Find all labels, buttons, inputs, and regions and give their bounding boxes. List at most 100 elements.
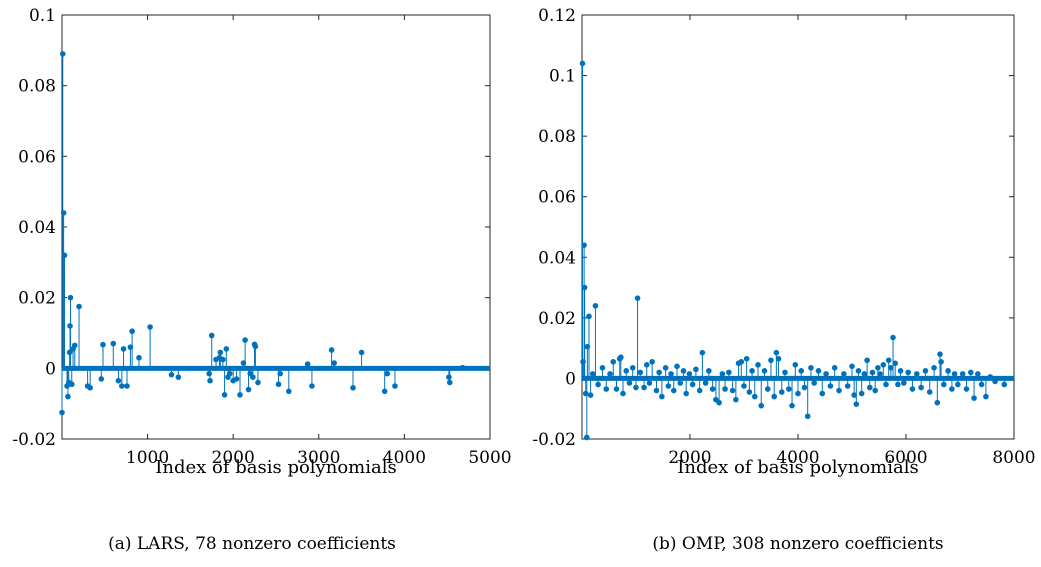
stem-marker [175,374,182,380]
stem-marker [880,362,887,368]
stem-marker [926,389,933,395]
stem-marker [668,371,674,377]
stem-marker [699,349,706,356]
stem-marker [785,386,792,392]
stem-marker [277,370,284,377]
stem-marker [71,342,78,349]
stem-marker [255,379,261,386]
stem-marker [446,374,452,380]
stem-marker [581,284,588,291]
stem-marker [250,374,256,380]
stem-marker [589,371,596,377]
stem-marker [815,368,822,374]
stem-marker [683,390,689,397]
stem-marker [100,341,106,348]
stem-marker [905,369,911,376]
stem-marker [599,365,606,371]
stem-marker [649,358,655,365]
y-tick-label: 0 [45,359,56,379]
stem-marker [613,386,620,392]
stem-marker [595,381,601,388]
panel-lars: -0.02 0 0.02 0.04 0.06 0.08 0.1 1000 2000 3000 400… [12,6,511,554]
stem-marker [875,365,881,371]
stem-marker [819,390,826,397]
stem-marker [890,334,896,341]
stem-marker [945,368,951,374]
stem-marker [208,332,215,339]
stem-marker [207,377,213,384]
stem-marker [641,384,647,391]
stem-marker [226,370,233,377]
stem-marker [665,383,672,389]
stem-marker [751,393,758,400]
stem-marker [773,349,780,356]
stem-marker [98,376,105,382]
y-tick-label: 0.1 [549,67,576,87]
stem-marker [646,380,653,386]
stem-marker [768,357,774,364]
x-tick-label: 2000 [212,448,255,468]
stem-marker [233,376,240,382]
stem-marker [59,409,65,416]
stem-marker [136,354,142,361]
stem-marker [918,384,924,391]
stem-marker [674,363,680,370]
stem-marker [331,360,337,366]
x-tick-label: 4000 [776,448,819,468]
stem-marker [858,390,865,397]
y-tick-label: 0.06 [538,188,576,208]
y-tick-label: -0.02 [12,430,56,450]
stem-marker [951,371,958,377]
stem-marker [877,371,883,377]
stem-marker [771,393,778,400]
stem-marker [959,371,966,377]
stem-marker [804,413,811,420]
stem-marker [693,366,699,373]
stem-marker [242,337,248,343]
stem-marker [746,389,753,395]
stem-marker [967,369,974,376]
stem-marker [844,383,851,389]
y-tick-label: 0.08 [538,127,576,147]
stem-marker [168,371,175,378]
stem-marker [696,387,703,394]
stem-marker [275,381,282,388]
y-tick-label: 0 [565,369,576,389]
stem-marker [626,380,633,386]
panel-caption: (b) OMP, 308 nonzero coefficients [652,534,943,554]
stem-marker [940,381,947,388]
y-tick-label: 0.02 [538,309,576,329]
stem-marker [778,389,785,395]
stem-marker [607,371,613,377]
stem-marker [309,383,315,389]
x-tick-label: 4000 [383,448,426,468]
panel-omp: -0.02 0 0.02 0.04 0.06 0.08 0.1 0.12 2000 4000 600… [532,6,1035,554]
stem-marker [217,349,224,356]
stem-marker [304,361,311,367]
stem-marker [680,368,687,374]
stem-marker [579,60,586,67]
stem-marker [716,399,722,406]
stem-marker [59,51,66,57]
y-tick-label: 0.12 [538,6,576,26]
stem-marker [446,379,453,386]
y-tick-label: -0.02 [532,430,576,450]
stem-marker [358,349,365,356]
stem-marker [761,368,768,374]
x-tick-label: 2000 [668,448,711,468]
stem-marker [582,390,589,397]
stem-marker [955,381,961,388]
stem-marker [285,388,292,395]
stem-marker [328,347,335,353]
stem-marker [789,402,795,409]
stem-marker [629,365,636,371]
stem-marker [350,384,356,391]
stem-marker [851,392,857,398]
stem-marker [76,303,82,310]
stem-marker [702,380,709,386]
stem-marker [587,392,594,398]
stem-marker [68,381,75,388]
stem-marker [237,392,243,398]
stem-marker [892,360,898,367]
stem-marker [775,355,782,362]
